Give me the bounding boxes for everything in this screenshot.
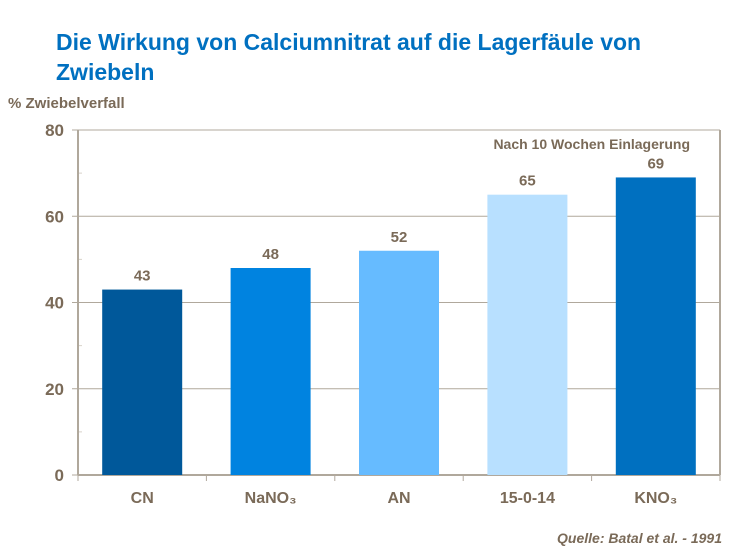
y-tick-label: 0 [55,466,64,485]
bar [359,250,439,475]
data-label: 65 [519,173,536,190]
y-tick-label: 40 [45,294,64,313]
bar [615,177,696,475]
y-tick-label: 80 [45,121,64,140]
y-axis-label: % Zwiebelverfall [8,95,125,112]
y-tick-label: 20 [45,380,64,399]
source-note: Quelle: Batal et al. - 1991 [557,530,722,546]
bar [230,268,311,475]
y-tick-label: 60 [45,207,64,226]
bar [487,194,568,475]
chart-title: Die Wirkung von Calciumnitrat auf die La… [56,29,642,85]
x-tick-label: NaNO₃ [245,490,297,507]
x-tick-label: KNO₃ [634,490,677,507]
bar [102,289,183,475]
x-tick-label: CN [131,490,154,507]
data-label: 52 [391,229,408,246]
data-label: 69 [647,155,664,172]
x-tick-label: AN [387,490,410,507]
x-tick-label: 15-0-14 [500,490,555,507]
chart-annotation: Nach 10 Wochen Einlagerung [493,136,690,152]
data-label: 48 [262,246,279,263]
data-label: 43 [134,268,151,285]
